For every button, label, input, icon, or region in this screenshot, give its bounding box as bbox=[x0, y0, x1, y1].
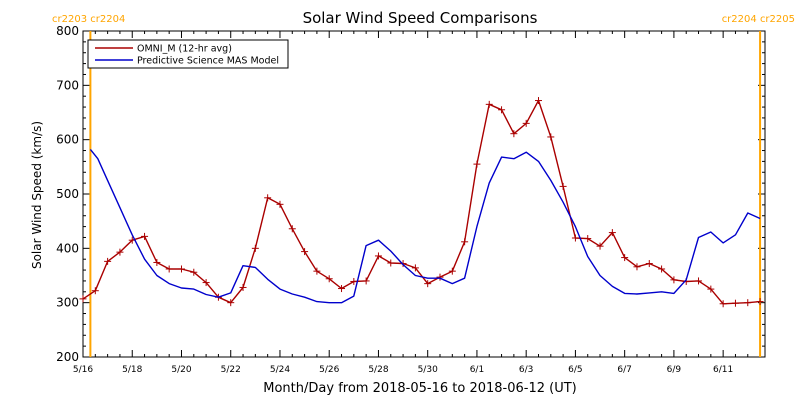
x-tick-label: 6/7 bbox=[617, 365, 631, 375]
omni-series-point bbox=[695, 277, 703, 285]
omni-series-point bbox=[177, 265, 185, 273]
omni-series-line bbox=[82, 99, 761, 305]
omni-series-point bbox=[658, 265, 666, 273]
y-tick-label: 800 bbox=[56, 24, 79, 38]
omni-series-point bbox=[411, 264, 419, 272]
omni-series-point bbox=[559, 182, 567, 190]
omni-series-point bbox=[387, 259, 395, 267]
omni-series-point bbox=[633, 263, 641, 271]
omni-series-point bbox=[645, 260, 653, 268]
omni-series-point bbox=[719, 300, 727, 308]
omni-series-point bbox=[239, 283, 247, 291]
omni-series-point bbox=[498, 106, 506, 114]
omni-series-point bbox=[596, 242, 604, 250]
omni-series-point bbox=[79, 295, 87, 303]
omni-series-point bbox=[362, 277, 370, 285]
carrington-left-label: cr2203 bbox=[52, 14, 87, 25]
x-axis: 5/16 5/18 5/20 5/22 5/24 5/26 5/28 5/30 6/1 6/3 6/… bbox=[73, 31, 761, 375]
omni-series-point bbox=[436, 273, 444, 281]
omni-series-point bbox=[621, 254, 629, 262]
x-tick-label: 5/30 bbox=[418, 365, 438, 375]
omni-series-point bbox=[731, 299, 739, 307]
omni-series-point bbox=[202, 279, 210, 287]
omni-series-point bbox=[461, 238, 469, 246]
omni-series-point bbox=[571, 234, 579, 242]
omni-series-point bbox=[264, 194, 272, 202]
omni-series-point bbox=[165, 265, 173, 273]
omni-series-point bbox=[424, 280, 432, 288]
model-series-line bbox=[89, 148, 761, 304]
y-tick-label: 400 bbox=[56, 241, 79, 255]
legend-box bbox=[87, 39, 289, 69]
y-axis-label: Solar Wind Speed (km/s) bbox=[30, 121, 44, 269]
omni-series-point bbox=[744, 299, 752, 307]
omni-series-point bbox=[707, 285, 715, 293]
omni-series-point bbox=[190, 268, 198, 276]
omni-series-point bbox=[227, 299, 235, 307]
omni-series-point bbox=[288, 225, 296, 233]
omni-series-point bbox=[276, 200, 284, 208]
x-tick-label: 5/22 bbox=[221, 365, 241, 375]
x-tick-label: 5/20 bbox=[171, 365, 191, 375]
carrington-right-label: cr2204 bbox=[90, 14, 125, 25]
y-tick-label: 700 bbox=[56, 78, 79, 92]
omni-series-point bbox=[534, 97, 542, 105]
omni-series-point bbox=[608, 229, 616, 237]
omni-series-point bbox=[670, 276, 678, 284]
carrington-right-label: cr2205 bbox=[760, 14, 795, 25]
carrington-left-label: cr2204 bbox=[722, 14, 757, 25]
plot-area bbox=[82, 30, 766, 358]
y-tick-label: 600 bbox=[56, 133, 79, 147]
omni-series-point bbox=[522, 119, 530, 127]
x-tick-label: 5/26 bbox=[319, 365, 339, 375]
omni-series-point bbox=[485, 100, 493, 108]
omni-series-point bbox=[313, 267, 321, 275]
omni-series-point bbox=[301, 248, 309, 256]
x-tick-label: 6/5 bbox=[568, 365, 582, 375]
chart-title: Solar Wind Speed Comparisons bbox=[303, 9, 538, 27]
plot-frame bbox=[82, 30, 766, 358]
omni-series-point bbox=[116, 248, 124, 256]
series-layer bbox=[79, 97, 764, 308]
omni-series-point bbox=[338, 285, 346, 293]
x-tick-label: 6/9 bbox=[667, 365, 682, 375]
omni-series-point bbox=[756, 298, 764, 306]
omni-series-point bbox=[510, 130, 518, 138]
y-tick-label: 300 bbox=[56, 296, 79, 310]
omni-series-point bbox=[547, 133, 555, 141]
x-tick-label: 6/1 bbox=[470, 365, 484, 375]
x-axis-label: Month/Day from 2018-05-16 to 2018-06-12 … bbox=[263, 381, 576, 396]
omni-series-point bbox=[141, 232, 149, 240]
x-tick-label: 5/24 bbox=[270, 365, 290, 375]
y-axis: 200 300 400 500 600 700 800 bbox=[56, 24, 765, 364]
omni-series-point bbox=[584, 235, 592, 243]
omni-series-point bbox=[153, 258, 161, 266]
omni-series-point bbox=[104, 257, 112, 265]
x-tick-label: 5/16 bbox=[73, 365, 93, 375]
omni-series-point bbox=[325, 275, 333, 283]
y-tick-label: 500 bbox=[56, 187, 79, 201]
y-tick-label: 200 bbox=[56, 350, 79, 364]
x-tick-label: 5/28 bbox=[368, 365, 388, 375]
carrington-label: cr2204 cr2205 bbox=[722, 14, 795, 25]
omni-series-point bbox=[350, 277, 358, 285]
omni-series-point bbox=[91, 287, 99, 295]
x-tick-label: 5/18 bbox=[122, 365, 142, 375]
omni-series-point bbox=[374, 252, 382, 260]
x-tick-label: 6/3 bbox=[519, 365, 533, 375]
omni-series-point bbox=[251, 244, 259, 252]
omni-series-point bbox=[448, 267, 456, 275]
legend-label-model: Predictive Science MAS Model bbox=[137, 56, 279, 67]
omni-series-point bbox=[473, 160, 481, 168]
legend: OMNI_M (12-hr avg) Predictive Science MA… bbox=[87, 39, 289, 69]
carrington-label: cr2203 cr2204 bbox=[52, 14, 125, 25]
legend-label-omni: OMNI_M (12-hr avg) bbox=[137, 44, 232, 55]
x-tick-label: 6/11 bbox=[713, 365, 733, 375]
